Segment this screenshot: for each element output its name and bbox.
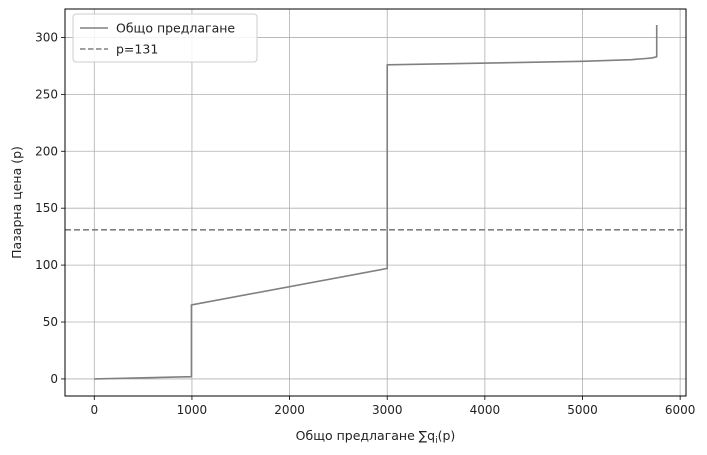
x-tick-label-0: 0 xyxy=(90,403,98,417)
y-tick-label-0: 0 xyxy=(50,372,58,386)
legend-entry-price: p=131 xyxy=(116,42,158,57)
y-tick-label-300: 300 xyxy=(35,30,58,44)
ticks: 0 1000 2000 3000 4000 5000 6000 0 50 100 150 200 250… xyxy=(35,30,695,417)
x-axis-label-main: Общо предлагане ∑q xyxy=(296,428,435,443)
x-tick-label-4000: 4000 xyxy=(470,403,501,417)
grid xyxy=(65,9,686,396)
legend: Общо предлагане p=131 xyxy=(72,13,258,63)
y-tick-label-200: 200 xyxy=(35,144,58,158)
y-tick-label-50: 50 xyxy=(43,315,58,329)
x-tick-label-6000: 6000 xyxy=(665,403,696,417)
x-axis-label-sub: i xyxy=(435,436,438,446)
x-tick-label-5000: 5000 xyxy=(567,403,598,417)
x-axis-label: Общо предлагане ∑qi(p) xyxy=(296,428,456,446)
y-tick-label-150: 150 xyxy=(35,201,58,215)
x-tick-label-3000: 3000 xyxy=(372,403,403,417)
series-line-supply xyxy=(94,24,658,380)
y-tick-label-250: 250 xyxy=(35,87,58,101)
series-layer xyxy=(65,24,686,380)
x-tick-label-2000: 2000 xyxy=(274,403,305,417)
plot-frame xyxy=(64,8,687,397)
x-tick-label-1000: 1000 xyxy=(177,403,208,417)
x-axis-label-suffix: (p) xyxy=(438,428,456,443)
y-tick-label-100: 100 xyxy=(35,258,58,272)
legend-entry-supply: Общо предлагане xyxy=(116,21,235,36)
legend-box xyxy=(72,13,258,63)
y-axis-label: Пазарна цена (p) xyxy=(9,146,24,259)
